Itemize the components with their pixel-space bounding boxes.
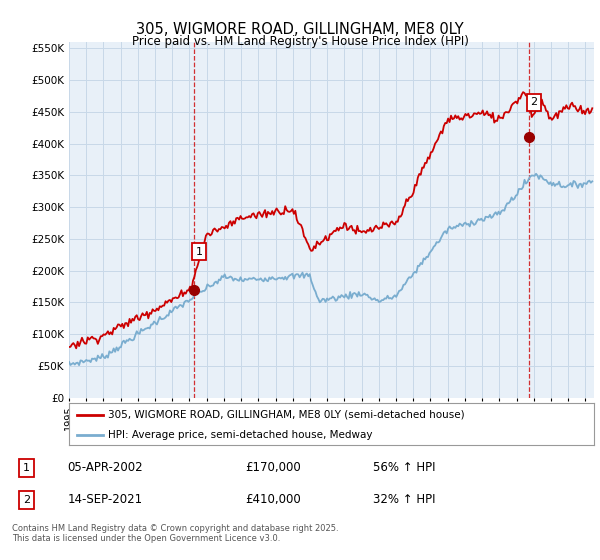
Text: 32% ↑ HPI: 32% ↑ HPI (373, 493, 436, 506)
Text: 2: 2 (23, 495, 30, 505)
Text: HPI: Average price, semi-detached house, Medway: HPI: Average price, semi-detached house,… (109, 430, 373, 440)
Text: 05-APR-2002: 05-APR-2002 (67, 461, 143, 474)
Text: 1: 1 (196, 246, 203, 256)
Text: 56% ↑ HPI: 56% ↑ HPI (373, 461, 436, 474)
Text: 14-SEP-2021: 14-SEP-2021 (67, 493, 142, 506)
Text: Price paid vs. HM Land Registry's House Price Index (HPI): Price paid vs. HM Land Registry's House … (131, 35, 469, 48)
Text: 2: 2 (530, 97, 538, 108)
Text: £410,000: £410,000 (245, 493, 301, 506)
Text: 305, WIGMORE ROAD, GILLINGHAM, ME8 0LY (semi-detached house): 305, WIGMORE ROAD, GILLINGHAM, ME8 0LY (… (109, 410, 465, 420)
Text: £170,000: £170,000 (245, 461, 301, 474)
Text: 305, WIGMORE ROAD, GILLINGHAM, ME8 0LY: 305, WIGMORE ROAD, GILLINGHAM, ME8 0LY (136, 22, 464, 38)
Text: 1: 1 (23, 463, 30, 473)
Text: Contains HM Land Registry data © Crown copyright and database right 2025.
This d: Contains HM Land Registry data © Crown c… (12, 524, 338, 543)
